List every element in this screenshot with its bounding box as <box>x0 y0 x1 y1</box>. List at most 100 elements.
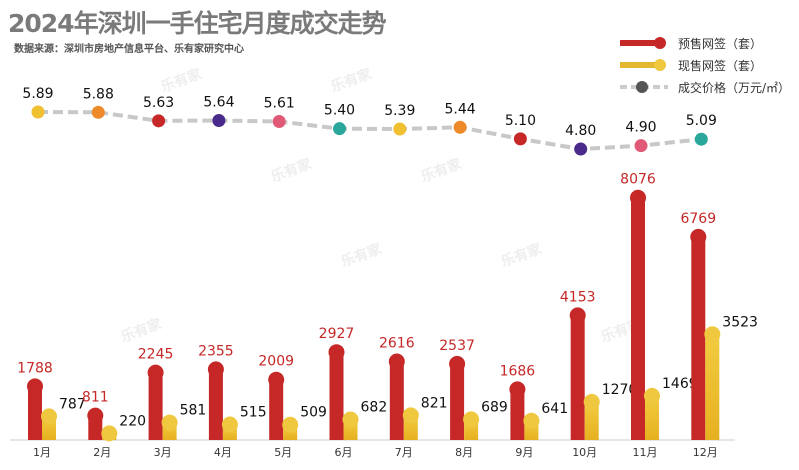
price-point <box>212 114 226 127</box>
label-spot: 3523 <box>722 314 758 330</box>
price-label: 4.80 <box>565 123 596 139</box>
x-tick-label: 5月 <box>274 446 292 459</box>
bar-presale-cap <box>27 378 43 395</box>
bar-spot-cap <box>402 407 419 424</box>
bar-spot <box>584 401 599 440</box>
price-point <box>694 132 708 146</box>
label-presale: 1686 <box>500 363 536 379</box>
price-label: 5.09 <box>686 113 717 129</box>
price-label: 5.63 <box>143 95 174 111</box>
label-presale: 8076 <box>620 172 656 188</box>
price-label: 5.39 <box>384 103 415 119</box>
label-spot: 220 <box>119 413 146 429</box>
label-spot: 1270 <box>602 382 638 398</box>
bar-presale-cap <box>509 381 526 398</box>
bar-presale-cap <box>207 361 224 378</box>
bar-presale-cap <box>388 353 405 370</box>
legend: 预售网签（套） 现售网签（套） 成交价格（万元/㎡） <box>620 32 790 98</box>
bar-presale-cap <box>569 307 586 324</box>
bar-spot-cap <box>644 387 660 404</box>
x-tick-label: 4月 <box>214 446 232 459</box>
label-presale: 2245 <box>138 347 174 363</box>
bar-spot-cap <box>583 393 600 410</box>
label-presale: 1788 <box>17 360 53 376</box>
price-point <box>513 132 527 146</box>
bar-presale-cap <box>87 407 104 424</box>
bar-spot <box>645 395 659 440</box>
bar-presale <box>631 197 645 440</box>
price-point <box>152 114 166 128</box>
x-tick-label: 6月 <box>335 446 353 459</box>
bar-presale-cap <box>147 364 164 381</box>
price-label: 5.44 <box>445 101 476 117</box>
label-spot: 641 <box>541 401 568 417</box>
price-point <box>31 105 45 119</box>
price-label: 4.90 <box>625 120 656 136</box>
bar-presale <box>269 379 284 440</box>
bar-spot-cap <box>342 411 359 428</box>
chart-title: 2024年深圳一手住宅月度成交走势 <box>8 9 387 38</box>
bar-presale <box>28 386 42 440</box>
bar-presale <box>148 372 163 440</box>
label-presale: 2927 <box>319 326 355 342</box>
bar-presale <box>691 236 706 440</box>
price-label: 5.89 <box>22 86 53 102</box>
label-presale: 4153 <box>560 289 596 305</box>
x-tick-label: 9月 <box>515 446 533 459</box>
legend-label: 现售网签（套） <box>678 58 763 73</box>
legend-item-spot: 现售网签（套） <box>620 54 790 76</box>
legend-swatch-price <box>620 81 668 93</box>
bar-spot <box>705 334 720 440</box>
bar-presale <box>510 389 525 440</box>
bar-presale <box>570 315 585 440</box>
x-tick-label: 11月 <box>633 446 658 459</box>
bar-spot-cap <box>221 416 238 433</box>
bar-presale-cap <box>268 371 285 388</box>
label-spot: 689 <box>481 399 508 415</box>
legend-item-presale: 预售网签（套） <box>620 32 790 54</box>
legend-swatch-spot <box>620 59 666 71</box>
label-presale: 6769 <box>680 211 716 227</box>
bar-spot-cap <box>704 326 721 343</box>
x-tick-label: 8月 <box>455 446 473 459</box>
x-tick-label: 7月 <box>395 446 413 459</box>
label-spot: 821 <box>421 395 448 411</box>
label-spot: 581 <box>180 403 207 419</box>
label-presale: 2537 <box>439 338 475 354</box>
price-label: 5.64 <box>203 95 234 111</box>
legend-swatch-presale <box>620 37 666 49</box>
price-label: 5.40 <box>324 103 355 119</box>
price-point <box>393 122 407 136</box>
bar-spot-cap <box>161 414 178 431</box>
label-spot: 1469 <box>662 376 698 392</box>
bar-presale-cap <box>449 355 466 372</box>
bar-presale <box>389 361 404 440</box>
bar-spot-cap <box>523 412 540 429</box>
price-label: 5.88 <box>83 86 114 102</box>
bar-presale-cap <box>328 344 345 361</box>
bar-presale <box>329 352 344 440</box>
chart-source: 数据来源：深圳市房地产信息平台、乐有家研究中心 <box>14 44 244 55</box>
x-tick-label: 12月 <box>693 446 718 459</box>
price-point <box>333 122 346 136</box>
label-spot: 682 <box>361 400 388 416</box>
bar-presale <box>208 369 223 440</box>
label-presale: 2616 <box>379 336 415 352</box>
bar-presale <box>450 363 465 440</box>
price-label: 5.10 <box>505 113 536 129</box>
label-presale: 811 <box>82 390 109 406</box>
bar-spot-cap <box>282 416 299 433</box>
x-tick-label: 3月 <box>154 446 172 459</box>
bar-presale-cap <box>630 189 646 206</box>
legend-item-price: 成交价格（万元/㎡） <box>620 76 790 98</box>
bar-spot-cap <box>41 408 57 425</box>
x-tick-label: 10月 <box>572 446 597 459</box>
bar-presale-cap <box>690 228 707 245</box>
price-point <box>453 120 467 134</box>
label-presale: 2009 <box>258 354 294 370</box>
price-point <box>272 115 286 129</box>
label-presale: 2355 <box>198 343 234 359</box>
label-spot: 509 <box>300 405 327 421</box>
